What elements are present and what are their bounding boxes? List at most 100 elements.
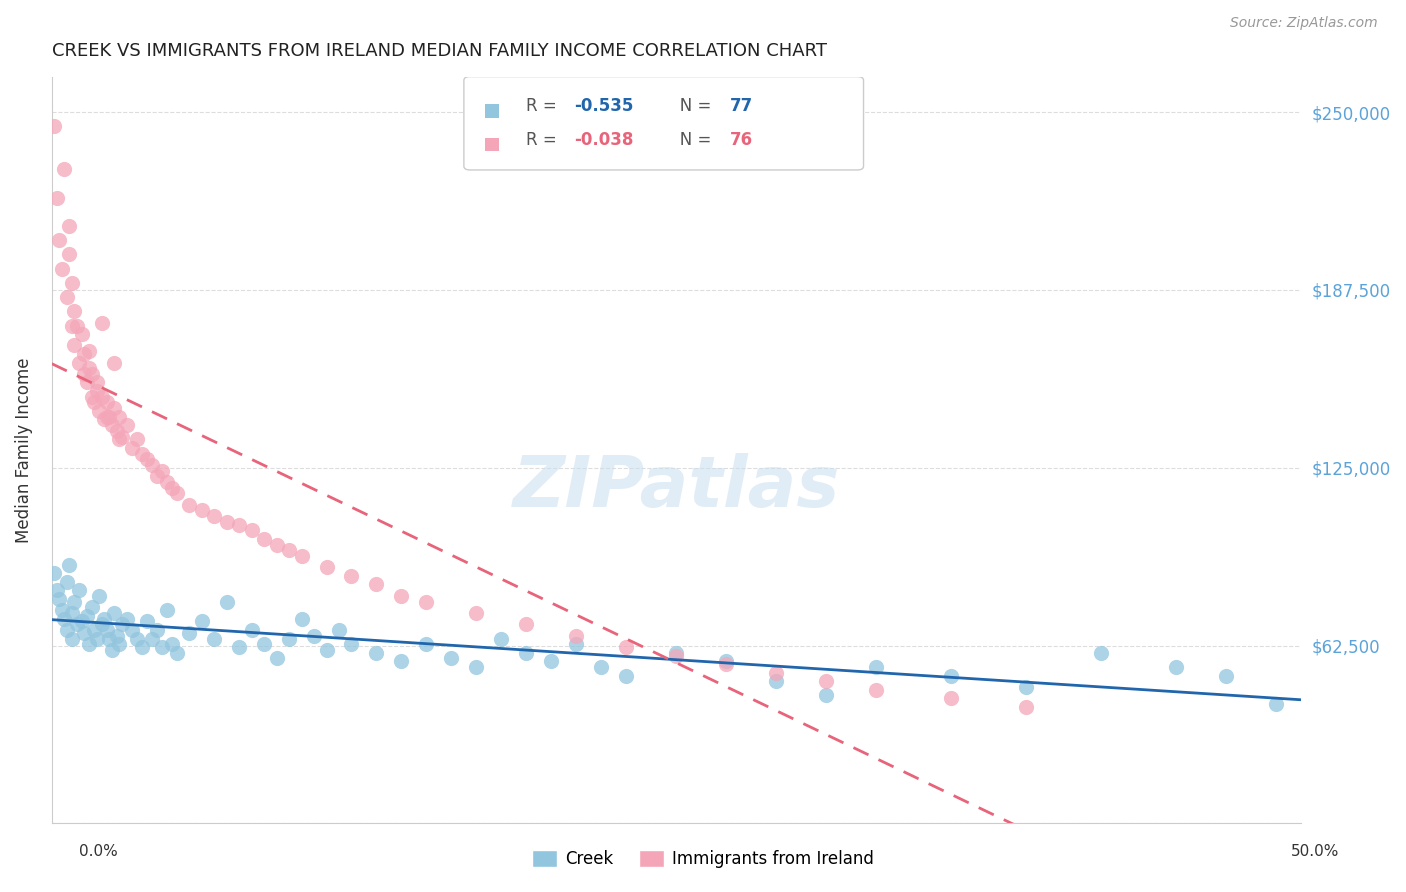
Point	[93, 612, 115, 626]
Point	[63, 594, 86, 608]
Point	[440, 651, 463, 665]
Point	[105, 424, 128, 438]
Point	[55, 290, 77, 304]
Point	[98, 632, 121, 646]
Point	[465, 606, 488, 620]
Point	[166, 486, 188, 500]
Point	[135, 452, 157, 467]
Point	[77, 637, 100, 651]
Point	[44, 566, 66, 580]
Point	[45, 190, 67, 204]
Point	[565, 629, 588, 643]
Point	[60, 632, 83, 646]
Point	[665, 646, 688, 660]
Point	[290, 549, 312, 563]
Point	[1090, 646, 1112, 660]
Point	[125, 433, 148, 447]
Point	[80, 600, 103, 615]
Text: ZIPatlas: ZIPatlas	[513, 453, 839, 522]
Point	[614, 668, 637, 682]
Point	[83, 395, 105, 409]
Point	[63, 338, 86, 352]
Point	[121, 623, 143, 637]
Point	[76, 376, 98, 390]
Point	[1164, 660, 1187, 674]
Point	[93, 412, 115, 426]
Point	[415, 637, 437, 651]
Point	[100, 643, 122, 657]
Point	[70, 615, 93, 629]
Point	[240, 524, 263, 538]
Point	[55, 574, 77, 589]
Point	[150, 640, 173, 654]
Point	[714, 654, 737, 668]
Point	[103, 606, 125, 620]
Point	[115, 612, 138, 626]
Point	[125, 632, 148, 646]
Point	[266, 538, 288, 552]
Point	[103, 401, 125, 415]
Point	[60, 606, 83, 620]
Point	[60, 318, 83, 333]
Point	[278, 632, 301, 646]
Text: N =: N =	[664, 130, 716, 149]
Point	[160, 637, 183, 651]
Point	[228, 517, 250, 532]
Text: 50.0%: 50.0%	[1291, 845, 1339, 859]
Point	[939, 691, 962, 706]
Point	[765, 665, 787, 680]
Point	[67, 355, 90, 369]
Point	[73, 367, 96, 381]
Point	[131, 640, 153, 654]
Text: CREEK VS IMMIGRANTS FROM IRELAND MEDIAN FAMILY INCOME CORRELATION CHART: CREEK VS IMMIGRANTS FROM IRELAND MEDIAN …	[52, 42, 827, 60]
Point	[491, 632, 513, 646]
Point	[44, 120, 66, 134]
Point	[160, 481, 183, 495]
Point	[366, 646, 388, 660]
Point	[190, 615, 212, 629]
FancyBboxPatch shape	[464, 77, 863, 170]
Point	[58, 247, 80, 261]
Point	[565, 637, 588, 651]
Point	[391, 654, 413, 668]
Point	[391, 589, 413, 603]
Text: R =: R =	[526, 97, 562, 115]
Point	[145, 469, 167, 483]
Point	[278, 543, 301, 558]
Text: Source: ZipAtlas.com: Source: ZipAtlas.com	[1230, 16, 1378, 29]
Point	[202, 632, 225, 646]
Point	[80, 390, 103, 404]
Point	[51, 261, 73, 276]
Point	[96, 623, 118, 637]
Point	[48, 591, 70, 606]
Point	[215, 515, 238, 529]
Point	[253, 637, 276, 651]
Point	[415, 594, 437, 608]
Point	[240, 623, 263, 637]
Point	[591, 660, 613, 674]
Point	[66, 318, 89, 333]
Point	[179, 498, 201, 512]
Point	[815, 689, 838, 703]
Point	[302, 629, 325, 643]
Point	[58, 558, 80, 572]
Point	[340, 637, 363, 651]
Point	[45, 583, 67, 598]
Point	[614, 640, 637, 654]
Point	[141, 632, 163, 646]
Point	[315, 643, 337, 657]
Point	[48, 233, 70, 247]
Text: 0.0%: 0.0%	[79, 845, 118, 859]
Point	[53, 612, 76, 626]
Point	[100, 418, 122, 433]
Point	[105, 629, 128, 643]
Point	[90, 316, 112, 330]
Point	[141, 458, 163, 472]
Point	[515, 646, 537, 660]
Legend: Creek, Immigrants from Ireland: Creek, Immigrants from Ireland	[526, 843, 880, 875]
Point	[665, 648, 688, 663]
Y-axis label: Median Family Income: Median Family Income	[15, 358, 32, 543]
Point	[135, 615, 157, 629]
Point	[60, 276, 83, 290]
Point	[63, 304, 86, 318]
